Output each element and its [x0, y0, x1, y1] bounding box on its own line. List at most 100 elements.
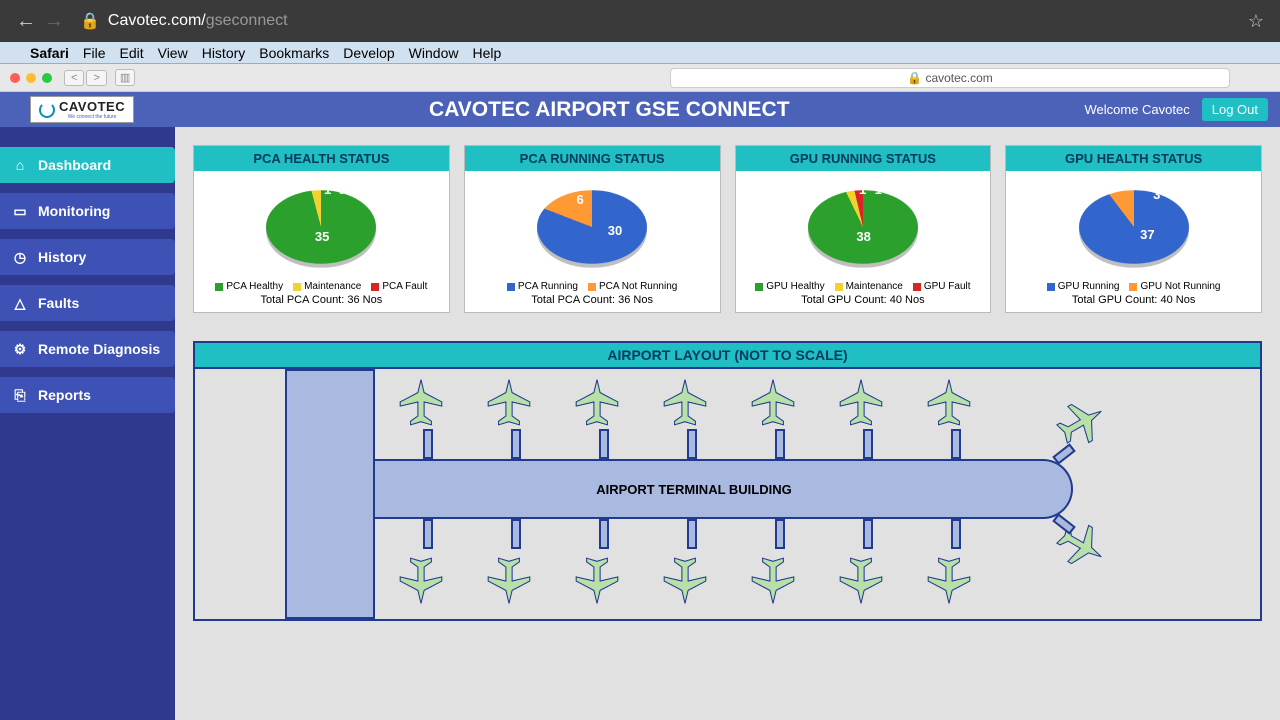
sidebar-item-label: Dashboard — [38, 157, 111, 173]
menu-window[interactable]: Window — [409, 45, 459, 61]
legend-label: GPU Fault — [924, 281, 971, 292]
chart-total: Total GPU Count: 40 Nos — [1072, 294, 1196, 306]
logo-subtitle: We connect the future — [59, 114, 125, 120]
terminal-round — [1013, 459, 1073, 519]
pie-chart: 3510 — [256, 177, 386, 277]
url-bar[interactable]: 🔒 Cavotec.com/gseconnect — [80, 11, 1232, 31]
legend-item: PCA Running — [507, 281, 578, 292]
legend-item: Maintenance — [293, 281, 361, 292]
menu-view[interactable]: View — [158, 45, 188, 61]
gate-connector — [599, 519, 609, 549]
terminal-label: AIRPORT TERMINAL BUILDING — [596, 482, 791, 497]
gate-connector — [423, 519, 433, 549]
plane-icon[interactable] — [659, 554, 711, 606]
chart-legend: PCA Running PCA Not Running — [507, 281, 677, 292]
safari-forward[interactable]: > — [86, 70, 106, 86]
legend-swatch — [835, 283, 843, 291]
logo[interactable]: CAVOTEC We connect the future — [30, 96, 134, 123]
legend-swatch — [1047, 283, 1055, 291]
chart-card: PCA HEALTH STATUS 3510 PCA HealthyMainte… — [193, 145, 450, 313]
plane-icon[interactable] — [571, 554, 623, 606]
url-domain: Cavotec.com/ — [108, 12, 206, 29]
chart-total: Total PCA Count: 36 Nos — [261, 294, 383, 306]
sidebar-item-monitoring[interactable]: ▭Monitoring — [0, 193, 175, 229]
menu-bookmarks[interactable]: Bookmarks — [259, 45, 329, 61]
menu-help[interactable]: Help — [472, 45, 501, 61]
menu-safari[interactable]: Safari — [30, 45, 69, 61]
plane-icon[interactable] — [923, 554, 975, 606]
plane-icon[interactable] — [747, 377, 799, 429]
legend-label: Maintenance — [304, 281, 361, 292]
charts-row: PCA HEALTH STATUS 3510 PCA HealthyMainte… — [193, 145, 1262, 313]
menu-file[interactable]: File — [83, 45, 106, 61]
legend-label: GPU Not Running — [1140, 281, 1220, 292]
layout-body: AIRPORT TERMINAL BUILDING — [195, 369, 1260, 619]
chart-title: GPU HEALTH STATUS — [1006, 146, 1261, 171]
plane-icon[interactable] — [1045, 387, 1116, 458]
terminal-vertical — [285, 369, 375, 619]
plane-icon[interactable] — [835, 554, 887, 606]
sidebar-item-label: History — [38, 249, 86, 265]
menu-develop[interactable]: Develop — [343, 45, 394, 61]
safari-toolbar: < > ▥ 🔒 cavotec.com — [0, 64, 1280, 92]
sidebar-item-label: Faults — [38, 295, 79, 311]
lock-icon: 🔒 — [80, 11, 100, 31]
legend-swatch — [507, 283, 515, 291]
plane-row-top — [395, 377, 975, 434]
plane-icon[interactable] — [483, 554, 535, 606]
chart-card: PCA RUNNING STATUS 306 PCA RunningPCA No… — [464, 145, 721, 313]
legend-swatch — [293, 283, 301, 291]
content: PCA HEALTH STATUS 3510 PCA HealthyMainte… — [175, 127, 1280, 720]
logo-text: CAVOTEC — [59, 99, 125, 114]
safari-url-field[interactable]: 🔒 cavotec.com — [670, 68, 1230, 88]
window-close[interactable] — [10, 73, 20, 83]
plane-icon[interactable] — [923, 377, 975, 429]
bookmark-star-icon[interactable]: ☆ — [1248, 11, 1264, 32]
faults-icon: △ — [12, 295, 28, 311]
plane-icon[interactable] — [835, 377, 887, 429]
legend-item: GPU Fault — [913, 281, 971, 292]
plane-icon[interactable] — [659, 377, 711, 429]
menu-edit[interactable]: Edit — [119, 45, 143, 61]
sidebar-item-remote-diagnosis[interactable]: ⚙Remote Diagnosis — [0, 331, 175, 367]
legend-item: GPU Running — [1047, 281, 1120, 292]
window-maximize[interactable] — [42, 73, 52, 83]
safari-back[interactable]: < — [64, 70, 84, 86]
sidebar-item-dashboard[interactable]: ⌂Dashboard — [0, 147, 175, 183]
legend-item: PCA Fault — [371, 281, 427, 292]
legend-swatch — [371, 283, 379, 291]
legend-swatch — [755, 283, 763, 291]
chart-title: PCA RUNNING STATUS — [465, 146, 720, 171]
plane-icon[interactable] — [571, 377, 623, 429]
monitoring-icon: ▭ — [12, 203, 28, 219]
legend-label: GPU Healthy — [766, 281, 824, 292]
menu-history[interactable]: History — [202, 45, 246, 61]
sidebar-item-reports[interactable]: ⎘Reports — [0, 377, 175, 413]
plane-icon[interactable] — [483, 377, 535, 429]
plane-icon[interactable] — [747, 554, 799, 606]
sidebar-item-faults[interactable]: △ Faults — [0, 285, 175, 321]
legend-label: PCA Not Running — [599, 281, 677, 292]
back-arrow[interactable]: ← — [16, 10, 36, 33]
logout-button[interactable]: Log Out — [1202, 98, 1268, 121]
plane-row-bottom — [395, 554, 975, 611]
legend-item: PCA Healthy — [215, 281, 283, 292]
safari-sidebar-icon[interactable]: ▥ — [115, 69, 135, 86]
page-title: CAVOTEC AIRPORT GSE CONNECT — [134, 98, 1084, 122]
plane-diagonal — [1055, 397, 1107, 454]
chart-card: GPU RUNNING STATUS 3811 GPU HealthyMaint… — [735, 145, 992, 313]
plane-icon[interactable] — [395, 377, 447, 429]
gate-connector — [951, 519, 961, 549]
chart-legend: PCA Healthy Maintenance PCA Fault — [215, 281, 427, 292]
chart-title: GPU RUNNING STATUS — [736, 146, 991, 171]
browser-chrome: ← → 🔒 Cavotec.com/gseconnect ☆ — [0, 0, 1280, 42]
forward-arrow[interactable]: → — [44, 10, 64, 33]
sidebar-item-label: Reports — [38, 387, 91, 403]
sidebar-item-label: Remote Diagnosis — [38, 341, 160, 357]
sidebar-item-history[interactable]: ◷History — [0, 239, 175, 275]
airport-layout-panel: AIRPORT LAYOUT (NOT TO SCALE) AIRPORT TE… — [193, 341, 1262, 621]
plane-icon[interactable] — [395, 554, 447, 606]
window-minimize[interactable] — [26, 73, 36, 83]
logo-swirl-icon — [39, 102, 55, 118]
legend-label: PCA Fault — [382, 281, 427, 292]
